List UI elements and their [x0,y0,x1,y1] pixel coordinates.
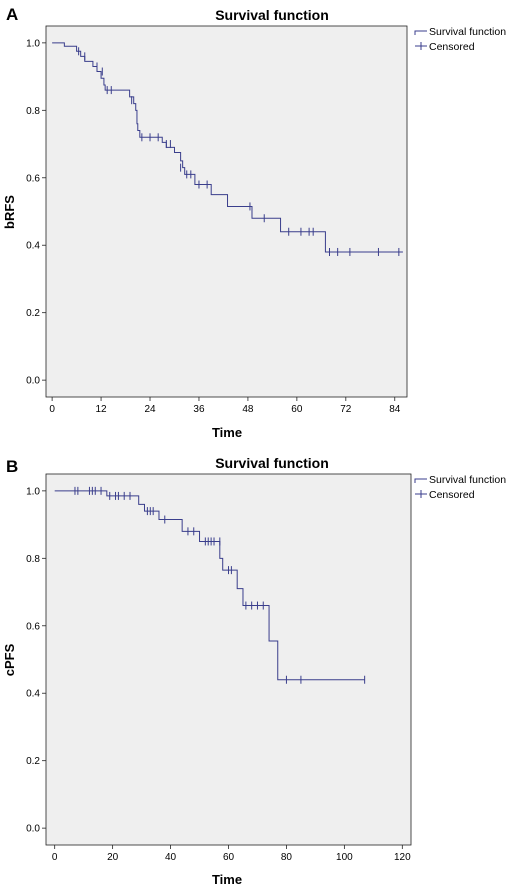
legend-censored-label: Censored [429,41,475,53]
y-tick-label: 0.0 [26,824,40,835]
legend-censored-icon [415,42,427,50]
y-tick-label: 1.0 [26,486,40,497]
legend-b: Survival function Censored [414,474,506,501]
y-tick-label: 0.2 [26,308,40,319]
y-axis-title-a: bRFS [2,195,17,229]
y-tick-label: 0.8 [26,106,40,117]
chart-title-b: Survival function [215,455,329,471]
y-axis-b: 0.0 0.2 0.4 0.6 0.8 1.0 [26,486,46,835]
y-tick-label: 0.8 [26,554,40,565]
legend-survival-label: Survival function [429,26,506,38]
series-group-a [52,42,403,256]
panel-label-a: A [6,5,18,24]
x-axis-title-a: Time [212,425,242,440]
legend-a: Survival function Censored [414,26,506,53]
x-axis-title-b: Time [212,872,242,887]
y-tick-label: 0.4 [26,241,40,252]
x-tick-label: 80 [281,852,293,863]
x-tick-label: 48 [242,404,254,415]
x-tick-label: 20 [107,852,119,863]
y-axis-a: 0.0 0.2 0.4 0.6 0.8 1.0 [26,38,46,387]
y-axis-title-b: cPFS [2,643,17,676]
y-tick-label: 0.2 [26,756,40,767]
x-tick-label: 0 [52,852,58,863]
plot-area-b [45,473,412,846]
x-tick-label: 40 [165,852,177,863]
x-tick-label: 60 [223,852,235,863]
x-tick-label: 0 [49,404,55,415]
panel-b: B Survival function 0.0 0.2 0.4 0.6 0.8 1.0 0… [2,455,506,887]
legend-censored-label: Censored [429,489,475,501]
x-axis-a: 0 12 24 36 48 60 72 84 [49,397,401,415]
y-tick-label: 0.6 [26,173,40,184]
y-tick-label: 0.0 [26,376,40,387]
y-tick-label: 0.4 [26,689,40,700]
survival-curve [52,42,403,253]
x-tick-label: 60 [291,404,303,415]
x-tick-label: 120 [394,852,411,863]
x-tick-label: 24 [144,404,156,415]
series-group-b [54,486,366,684]
survival-curve [54,490,365,681]
x-tick-label: 72 [340,404,352,415]
x-axis-b: 0 20 40 60 80 100 120 [52,845,411,863]
x-tick-label: 100 [336,852,353,863]
panel-label-b: B [6,457,18,476]
y-tick-label: 0.6 [26,621,40,632]
chart-title-a: Survival function [215,7,329,23]
x-tick-label: 12 [96,404,108,415]
plot-area-a [45,25,408,398]
legend-survival-label: Survival function [429,474,506,486]
panel-a: A Survival function 0.0 0.2 0.4 0.6 0.8 1.0 0… [2,5,506,440]
legend-line-icon [414,30,427,35]
legend-censored-icon [415,490,427,498]
x-tick-label: 84 [389,404,401,415]
y-tick-label: 1.0 [26,38,40,49]
x-tick-label: 36 [193,404,205,415]
legend-line-icon [414,478,427,483]
